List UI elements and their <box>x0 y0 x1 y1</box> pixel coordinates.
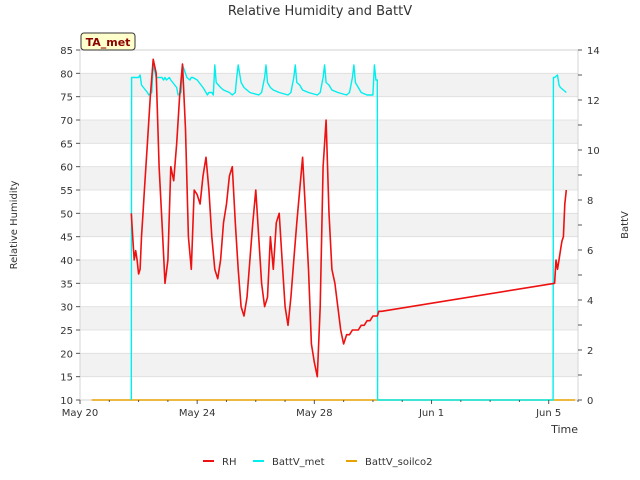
x-tick-label: Jun 5 <box>535 408 561 419</box>
y-tick-label: 30 <box>60 303 73 314</box>
y-tick-label: 75 <box>60 93 73 104</box>
y-tick-label: 10 <box>60 396 73 407</box>
y-tick-label: 25 <box>60 326 73 337</box>
x-axis-title: Time <box>550 423 578 436</box>
y2-tick-label: 10 <box>587 146 600 157</box>
y-tick-label: 15 <box>60 373 73 384</box>
grid-band <box>80 96 578 120</box>
y2-tick-label: 12 <box>587 96 600 107</box>
grid-band <box>80 236 578 260</box>
y-tick-label: 70 <box>60 116 73 127</box>
y-tick-label: 50 <box>60 209 73 220</box>
y2-axis-title: BattV <box>620 211 631 239</box>
y-tick-label: 85 <box>60 46 73 57</box>
y-tick-label: 20 <box>60 349 73 360</box>
y2-tick-label: 2 <box>587 346 593 357</box>
x-tick-label: May 24 <box>179 408 216 419</box>
x-tick-label: Jun 1 <box>418 408 444 419</box>
y-axis-left: 10 15 20 25 30 35 40 45 50 55 60 65 70 75 80 85 <box>60 46 80 407</box>
y2-tick-label: 14 <box>587 46 600 57</box>
legend-label: BattV_soilco2 <box>365 457 433 468</box>
legend: RH BattV_met BattV_soilco2 <box>203 457 433 468</box>
y-tick-label: 60 <box>60 163 73 174</box>
y-tick-label: 55 <box>60 186 73 197</box>
grid-band <box>80 353 578 377</box>
grid-band <box>80 283 578 307</box>
grid-band <box>80 376 578 400</box>
grid-band <box>80 330 578 354</box>
x-axis: May 20 May 24 May 28 Jun 1 Jun 5 <box>62 400 579 419</box>
legend-label: RH <box>222 457 236 468</box>
y-tick-label: 40 <box>60 256 73 267</box>
grid-band <box>80 143 578 167</box>
grid-band <box>80 260 578 284</box>
series-line-battv-met <box>130 64 567 401</box>
grid-bands <box>80 49 578 401</box>
y2-tick-label: 8 <box>587 196 593 207</box>
legend-label: BattV_met <box>272 457 325 468</box>
x-tick-label: May 28 <box>296 408 333 419</box>
y-axis-right: 0 2 4 6 8 10 12 14 <box>578 46 600 407</box>
y2-tick-label: 6 <box>587 246 593 257</box>
station-badge: TA_met <box>80 32 136 51</box>
y-axis-title: Relative Humidity <box>9 181 20 270</box>
y-tick-label: 65 <box>60 139 73 150</box>
y-tick-label: 80 <box>60 69 73 80</box>
y2-tick-label: 4 <box>587 296 593 307</box>
grid-band <box>80 120 578 144</box>
grid-band <box>80 306 578 330</box>
grid-band <box>80 50 578 74</box>
grid-band <box>80 166 578 190</box>
series-line-rh <box>130 58 568 378</box>
series-layer <box>91 58 576 401</box>
station-badge-label: TA_met <box>86 36 131 49</box>
chart-title: Relative Humidity and BattV <box>228 4 412 19</box>
y-tick-label: 45 <box>60 233 73 244</box>
y2-tick-label: 0 <box>587 396 593 407</box>
x-tick-label: May 20 <box>62 408 99 419</box>
y-tick-label: 35 <box>60 279 73 290</box>
